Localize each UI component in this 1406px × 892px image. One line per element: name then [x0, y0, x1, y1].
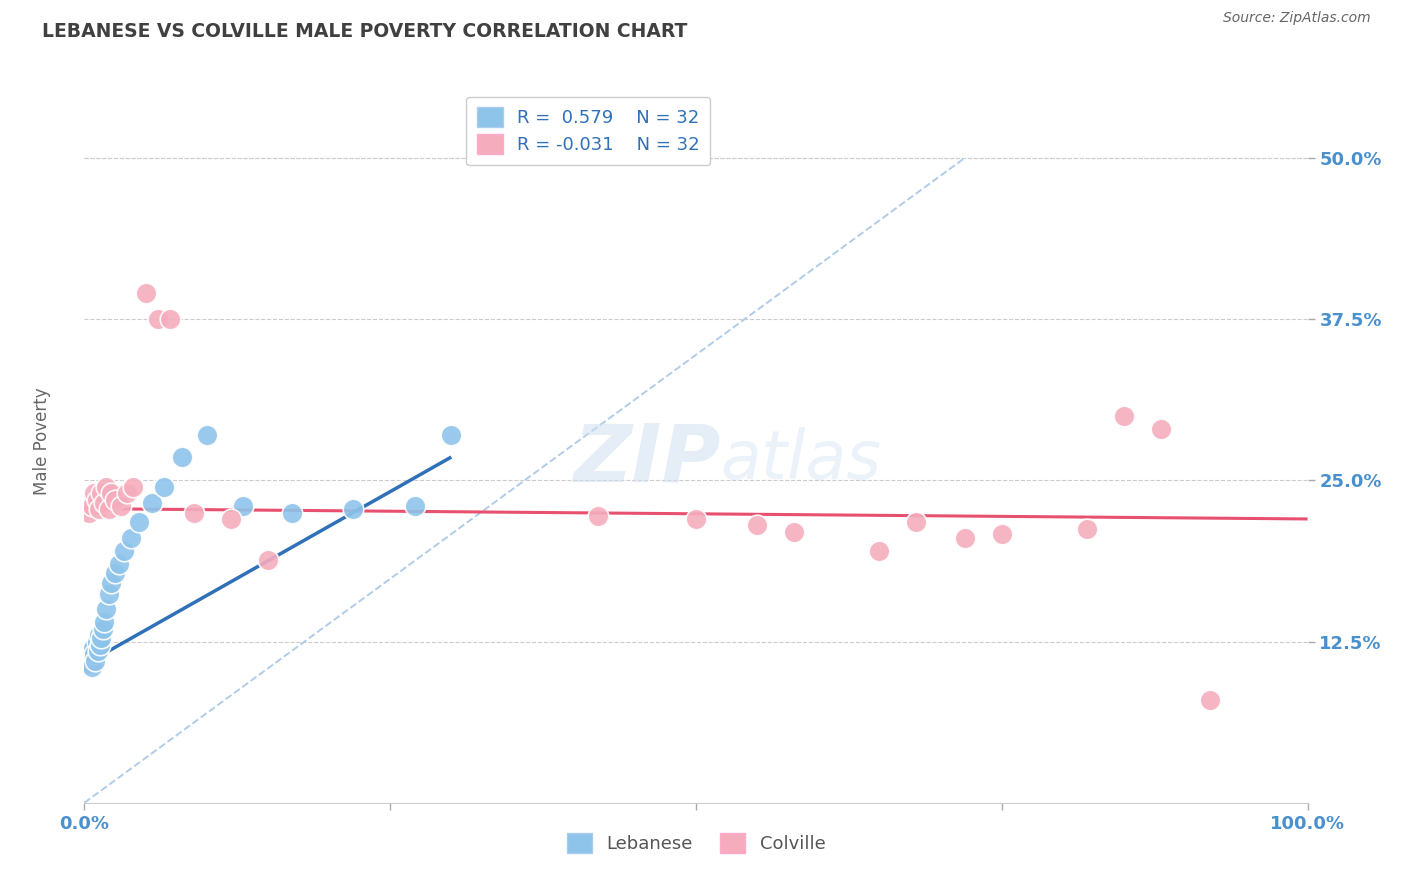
Point	[153, 480, 176, 494]
Point	[86, 634, 108, 648]
Point	[141, 496, 163, 510]
Point	[90, 631, 112, 645]
Point	[869, 544, 891, 558]
Point	[1076, 522, 1098, 536]
Point	[172, 450, 194, 464]
Point	[79, 643, 101, 657]
Point	[80, 660, 103, 674]
Point	[77, 506, 100, 520]
Point	[1114, 409, 1136, 423]
Point	[257, 553, 280, 567]
Text: LEBANESE VS COLVILLE MALE POVERTY CORRELATION CHART: LEBANESE VS COLVILLE MALE POVERTY CORREL…	[42, 22, 688, 41]
Text: atlas: atlas	[720, 426, 882, 492]
Point	[96, 480, 118, 494]
Point	[93, 496, 115, 510]
Point	[342, 501, 364, 516]
Point	[80, 499, 103, 513]
Point	[110, 499, 132, 513]
Text: Source: ZipAtlas.com: Source: ZipAtlas.com	[1223, 11, 1371, 25]
Point	[183, 506, 205, 520]
Point	[586, 509, 609, 524]
Point	[1150, 422, 1173, 436]
Point	[77, 657, 100, 671]
Point	[783, 524, 806, 539]
Point	[104, 566, 127, 581]
Point	[83, 486, 105, 500]
Text: Male Poverty: Male Poverty	[32, 388, 51, 495]
Point	[128, 515, 150, 529]
Point	[89, 639, 111, 653]
Point	[953, 531, 976, 545]
Point	[93, 615, 115, 630]
Point	[97, 501, 120, 516]
Point	[281, 506, 304, 520]
Point	[107, 557, 129, 571]
Point	[90, 486, 112, 500]
Point	[96, 602, 118, 616]
Point	[440, 428, 463, 442]
Point	[87, 628, 110, 642]
Point	[87, 643, 110, 657]
Point	[159, 312, 181, 326]
Point	[146, 312, 169, 326]
Text: ZIP: ZIP	[574, 421, 720, 499]
Point	[404, 499, 426, 513]
Point	[76, 648, 98, 662]
Point	[86, 492, 108, 507]
Point	[83, 648, 105, 662]
Point	[195, 428, 218, 442]
Point	[84, 654, 107, 668]
Point	[91, 622, 114, 636]
Point	[219, 512, 242, 526]
Legend: Lebanese, Colville: Lebanese, Colville	[558, 824, 834, 863]
Point	[232, 499, 254, 513]
Point	[100, 486, 122, 500]
Point	[100, 576, 122, 591]
Point	[77, 651, 100, 665]
Point	[112, 544, 135, 558]
Point	[991, 527, 1014, 541]
Point	[115, 486, 138, 500]
Point	[685, 512, 707, 526]
Point	[82, 640, 104, 655]
Point	[905, 515, 928, 529]
Point	[120, 531, 142, 545]
Point	[1198, 692, 1220, 706]
Point	[104, 492, 127, 507]
Point	[135, 286, 157, 301]
Point	[87, 501, 110, 516]
Point	[747, 518, 769, 533]
Point	[97, 587, 120, 601]
Point	[122, 480, 145, 494]
